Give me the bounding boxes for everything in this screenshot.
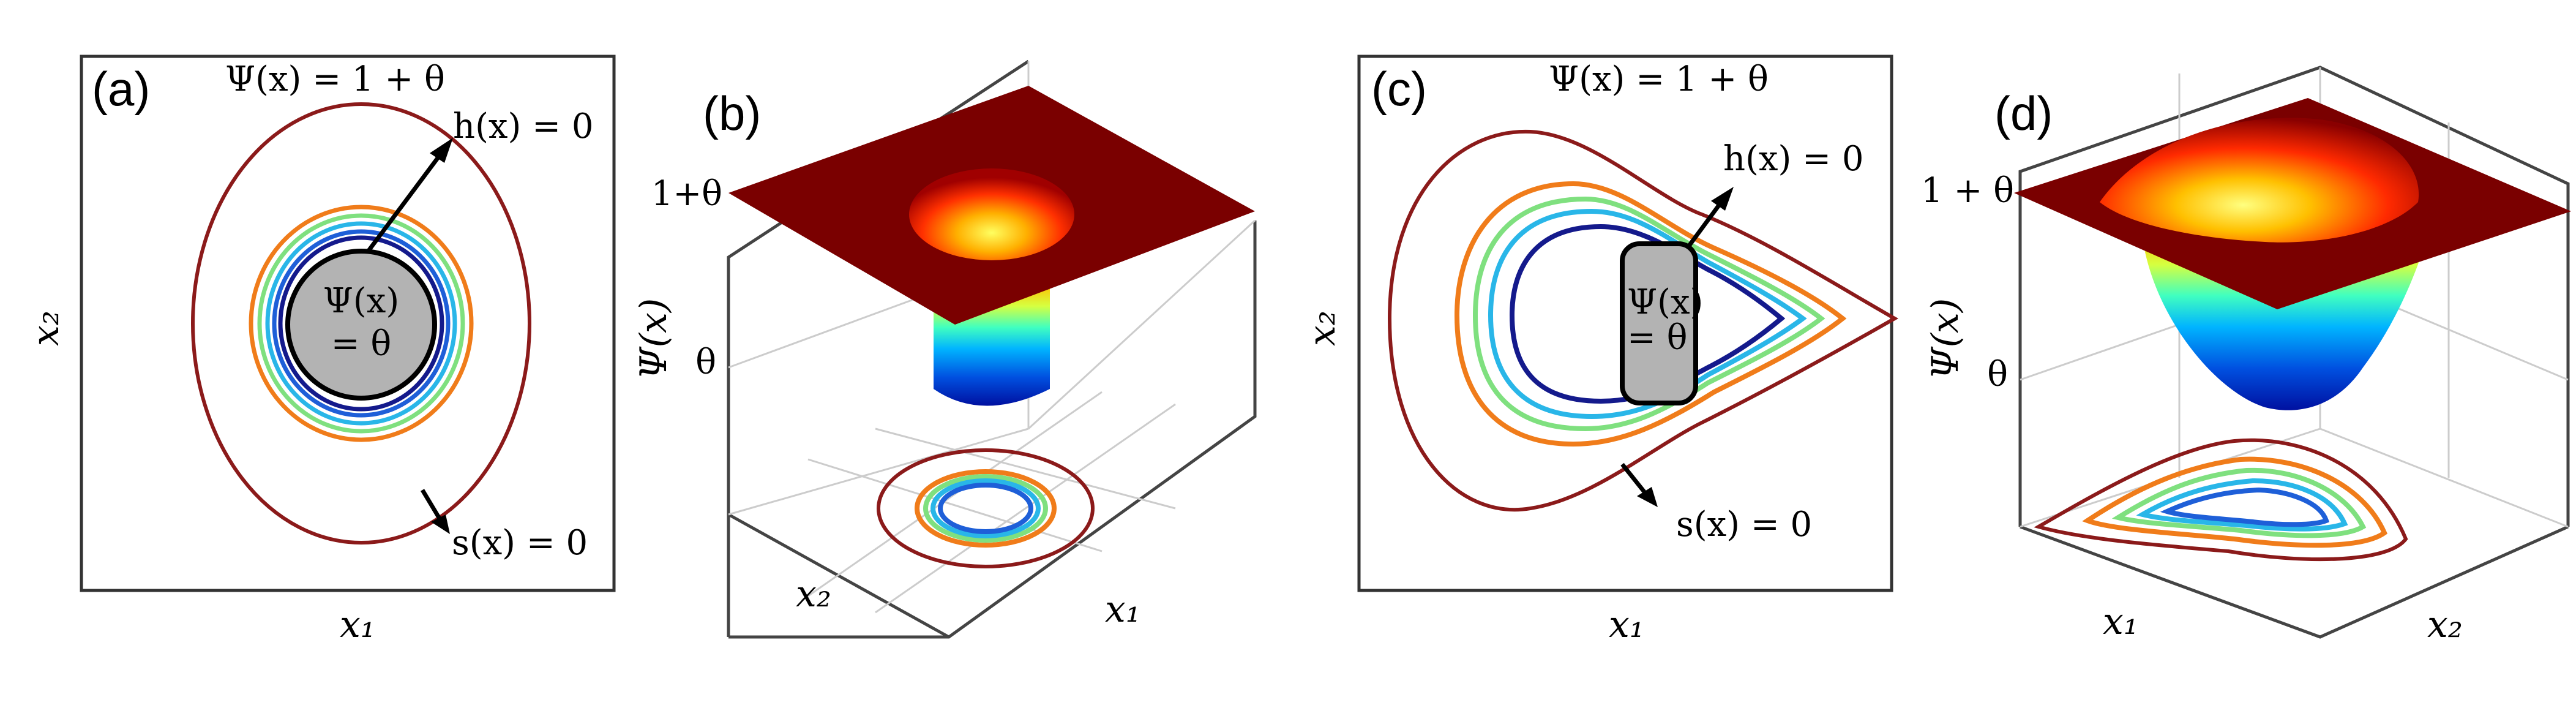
s-arrow: [1620, 462, 1649, 497]
panel-d-floor-contours: [2034, 438, 2408, 562]
panel-b-x2label: x₂: [796, 573, 831, 616]
panel-b-tick-top: 1+θ: [651, 174, 722, 214]
h-arrow-head: [430, 138, 453, 163]
level-set-outer: [1387, 129, 1899, 512]
panel-d-label: (d): [1994, 86, 2053, 140]
s-arrow-head: [1637, 487, 1658, 507]
panel-d-x2label: x₂: [2427, 603, 2463, 646]
panel-a-s-label: s(x) = 0: [452, 523, 588, 563]
panel-c-s-label: s(x) = 0: [1676, 505, 1812, 545]
panel-a: (a) Ψ(x) = 1 + θ Ψ(x) = θ h(x) = 0 s(x) …: [24, 55, 616, 646]
panel-c-frame: [1357, 55, 1893, 592]
panel-d-surface: [2014, 98, 2571, 410]
panel-d-tick-top: 1 + θ: [1921, 171, 2014, 211]
panel-b-tick-mid: θ: [695, 342, 716, 382]
panel-d-pit: [2100, 118, 2419, 243]
panel-a-ylabel: x₂: [24, 311, 67, 346]
obstacle-region: [285, 249, 437, 401]
s-arrow-head: [431, 514, 450, 534]
panel-b-pit: [909, 168, 1074, 260]
panel-c-h-label: h(x) = 0: [1723, 139, 1864, 179]
s-arrow: [420, 489, 443, 522]
obstacle-label-line2: = θ: [1627, 318, 1687, 358]
panel-b-label: (b): [703, 86, 761, 140]
level-set-navy: [278, 235, 444, 412]
h-arrow-head: [1711, 187, 1734, 211]
obstacle-label-line2: = θ: [331, 324, 391, 364]
level-set-blue: [272, 229, 451, 418]
obstacle-label-line1: Ψ(x): [323, 281, 399, 321]
panel-b-x1label: x₁: [1105, 588, 1140, 631]
panel-c-top-label: Ψ(x) = 1 + θ: [1549, 59, 1769, 99]
panel-a-label: (a): [92, 62, 150, 116]
level-set-cyan: [265, 221, 457, 426]
level-set-green: [257, 213, 465, 434]
panel-b-zlabel: Ψ(x): [632, 298, 675, 380]
panel-c-ylabel: x₂: [1301, 311, 1344, 346]
obstacle-region: [1620, 241, 1698, 405]
level-set-orange: [249, 205, 474, 442]
level-set-outer: [191, 102, 531, 545]
panel-d-zlabel: Ψ(x): [1924, 298, 1967, 380]
panel-a-frame: [80, 55, 616, 592]
h-arrow: [1688, 203, 1721, 247]
panel-b: (b) 1+θ θ Ψ(x) x₂ x₁: [632, 59, 1257, 639]
panel-c-xlabel: x₁: [1609, 603, 1644, 646]
panel-b-surface: [728, 86, 1255, 406]
panel-c: (c) Ψ(x) = 1 + θ Ψ(x) = θ h(x) = 0 s(x) …: [1301, 55, 1899, 646]
panel-a-h-label: h(x) = 0: [453, 107, 594, 146]
panel-a-level-sets: [191, 102, 531, 545]
panel-c-label: (c): [1371, 62, 1427, 116]
obstacle-label-line1: Ψ(x): [1627, 282, 1703, 322]
level-set-orange: [1454, 181, 1847, 447]
panel-d-tick-mid: θ: [1987, 355, 2008, 394]
panel-a-xlabel: x₁: [340, 603, 375, 646]
panel-a-top-label: Ψ(x) = 1 + θ: [225, 59, 445, 99]
panel-b-floor-contours: [877, 448, 1095, 568]
panel-d: (d) 1 + θ θ Ψ(x) x₁ x₂: [1921, 66, 2571, 646]
panel-d-x1label: x₁: [2103, 600, 2138, 643]
h-arrow: [365, 156, 440, 254]
